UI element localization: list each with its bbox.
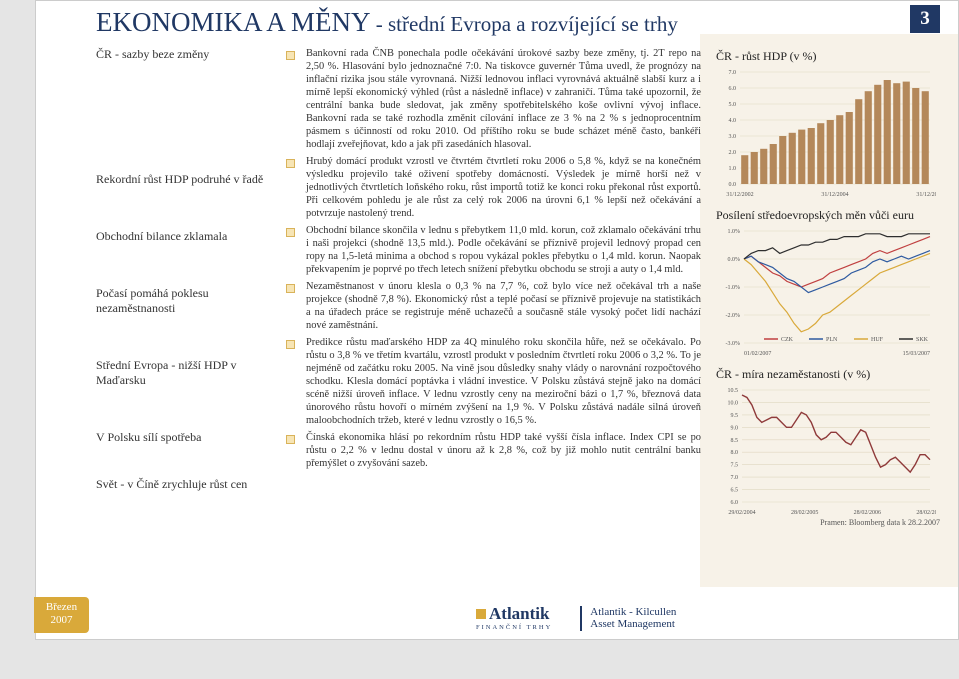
sidebar: ČR - sazby beze změny Rekordní růst HDP p… [96, 47, 276, 492]
body-block: Nezaměstnanost v únoru klesla o 0,3 % na… [306, 280, 701, 332]
footer-brand: Atlantik FINANČNÍ TRHY [476, 604, 552, 631]
bullet-marker-icon [286, 51, 295, 60]
svg-text:9.0: 9.0 [731, 425, 739, 431]
svg-text:0.0: 0.0 [729, 182, 737, 188]
right-column: ČR - růst HDP (v %) 0.0 1.0 2.0 3.0 4.0 5.0 6.… [716, 47, 946, 527]
bullet-marker-icon [286, 284, 295, 293]
chart-fx: -3.0% -2.0% -1.0% 0.0% 1.0% CZK PLN HUF SKK 01/02… [716, 227, 936, 357]
chart-fx-title: Posílení středoevropských měn vůči euru [716, 208, 946, 223]
svg-text:5.0: 5.0 [729, 102, 737, 108]
chart-source: Pramen: Bloomberg data k 28.2.2007 [716, 518, 946, 527]
svg-text:-2.0%: -2.0% [726, 313, 741, 319]
sidebar-item: Svět - v Číně zrychluje růst cen [96, 477, 276, 492]
svg-text:-1.0%: -1.0% [726, 285, 741, 291]
svg-text:1.0%: 1.0% [728, 229, 741, 235]
svg-text:CZK: CZK [781, 337, 794, 343]
svg-text:31/12/2004: 31/12/2004 [821, 192, 848, 198]
bullet-marker-icon [286, 435, 295, 444]
svg-text:01/02/2007: 01/02/2007 [744, 351, 771, 357]
body-block: Bankovní rada ČNB ponechala podle očekáv… [306, 47, 701, 151]
svg-text:PLN: PLN [826, 337, 838, 343]
date-tab: Březen 2007 [34, 597, 89, 633]
footer-brand-text: Atlantik [489, 604, 549, 623]
svg-text:8.0: 8.0 [731, 450, 739, 456]
body-block: Čínská ekonomika hlásí po rekordním růst… [306, 431, 701, 470]
svg-text:HUF: HUF [871, 337, 884, 343]
chart-unemp-title: ČR - míra nezaměstanosti (v %) [716, 367, 946, 382]
brand-square-icon [476, 609, 486, 619]
body-paragraph: Bankovní rada ČNB ponechala podle očekáv… [306, 47, 701, 151]
svg-text:6.0: 6.0 [731, 500, 739, 506]
svg-text:9.5: 9.5 [731, 413, 739, 419]
bullet-marker-icon [286, 340, 295, 349]
svg-text:6.0: 6.0 [729, 86, 737, 92]
body-paragraph: Obchodní bilance skončila v lednu s přeb… [306, 224, 701, 276]
svg-text:28/02/2005: 28/02/2005 [791, 510, 818, 516]
body-text: Bankovní rada ČNB ponechala podle očekáv… [306, 47, 701, 474]
svg-text:7.0: 7.0 [729, 70, 737, 76]
footer-company-line1: Atlantik - Kilcullen [590, 606, 676, 619]
svg-text:31/12/2002: 31/12/2002 [726, 192, 753, 198]
chart-gdp-title: ČR - růst HDP (v %) [716, 49, 946, 64]
sidebar-item: Obchodní bilance zklamala [96, 229, 276, 244]
svg-text:-3.0%: -3.0% [726, 341, 741, 347]
footer: Atlantik FINANČNÍ TRHY Atlantik - Kilcul… [476, 604, 676, 631]
footer-company: Atlantik - Kilcullen Asset Management [580, 606, 676, 631]
svg-text:1.0: 1.0 [729, 166, 737, 172]
chart-unemp: 6.0 6.5 7.0 7.5 8.0 8.5 9.0 9.5 10.0 10.5 29/02/20… [716, 386, 936, 516]
sidebar-item: Počasí pomáhá poklesu nezaměstnanosti [96, 286, 276, 316]
svg-text:SKK: SKK [916, 337, 929, 343]
bullet-marker-icon [286, 159, 295, 168]
body-paragraph: Nezaměstnanost v únoru klesla o 0,3 % na… [306, 280, 701, 332]
date-month: Březen [46, 601, 77, 613]
body-paragraph: Čínská ekonomika hlásí po rekordním růst… [306, 431, 701, 470]
svg-text:2.0: 2.0 [729, 150, 737, 156]
svg-text:28/02/2006: 28/02/2006 [854, 510, 881, 516]
svg-text:3.0: 3.0 [729, 134, 737, 140]
svg-text:8.5: 8.5 [731, 438, 739, 444]
bullet-marker-icon [286, 228, 295, 237]
sidebar-item: V Polsku sílí spotřeba [96, 430, 276, 445]
sidebar-item: Rekordní růst HDP podruhé v řadě [96, 172, 276, 187]
body-paragraph: Predikce růstu maďarského HDP za 4Q minu… [306, 336, 701, 427]
page-number: 3 [910, 5, 940, 33]
svg-text:10.0: 10.0 [728, 400, 739, 406]
footer-company-line2: Asset Management [590, 618, 676, 631]
svg-text:31/12/2006: 31/12/2006 [916, 192, 936, 198]
sidebar-item: ČR - sazby beze změny [96, 47, 276, 62]
document-page: EKONOMIKA A MĚNY - střední Evropa a rozv… [35, 0, 959, 640]
svg-text:15/03/2007: 15/03/2007 [903, 351, 930, 357]
date-year: 2007 [51, 614, 73, 626]
svg-text:6.5: 6.5 [731, 488, 739, 494]
body-paragraph: Hrubý domácí produkt vzrostl ve čtvrtém … [306, 155, 701, 220]
body-block: Predikce růstu maďarského HDP za 4Q minu… [306, 336, 701, 427]
svg-text:7.5: 7.5 [731, 463, 739, 469]
footer-brand-sub: FINANČNÍ TRHY [476, 624, 552, 631]
chart-gdp: 0.0 1.0 2.0 3.0 4.0 5.0 6.0 7.0 31/12/2002 31/12/… [716, 68, 936, 198]
body-block: Hrubý domácí produkt vzrostl ve čtvrtém … [306, 155, 701, 220]
svg-text:28/02/2007: 28/02/2007 [916, 510, 936, 516]
svg-text:10.5: 10.5 [728, 388, 739, 394]
body-block: Obchodní bilance skončila v lednu s přeb… [306, 224, 701, 276]
svg-text:7.0: 7.0 [731, 475, 739, 481]
svg-text:0.0%: 0.0% [728, 257, 741, 263]
svg-text:29/02/2004: 29/02/2004 [728, 510, 755, 516]
page-title: EKONOMIKA A MĚNY - střední Evropa a rozv… [96, 7, 678, 38]
title-caps: EKONOMIKA A MĚNY [96, 7, 371, 37]
sidebar-item: Střední Evropa - nižší HDP v Maďarsku [96, 358, 276, 388]
title-rest: - střední Evropa a rozvíjející se trhy [371, 12, 678, 36]
svg-text:4.0: 4.0 [729, 118, 737, 124]
